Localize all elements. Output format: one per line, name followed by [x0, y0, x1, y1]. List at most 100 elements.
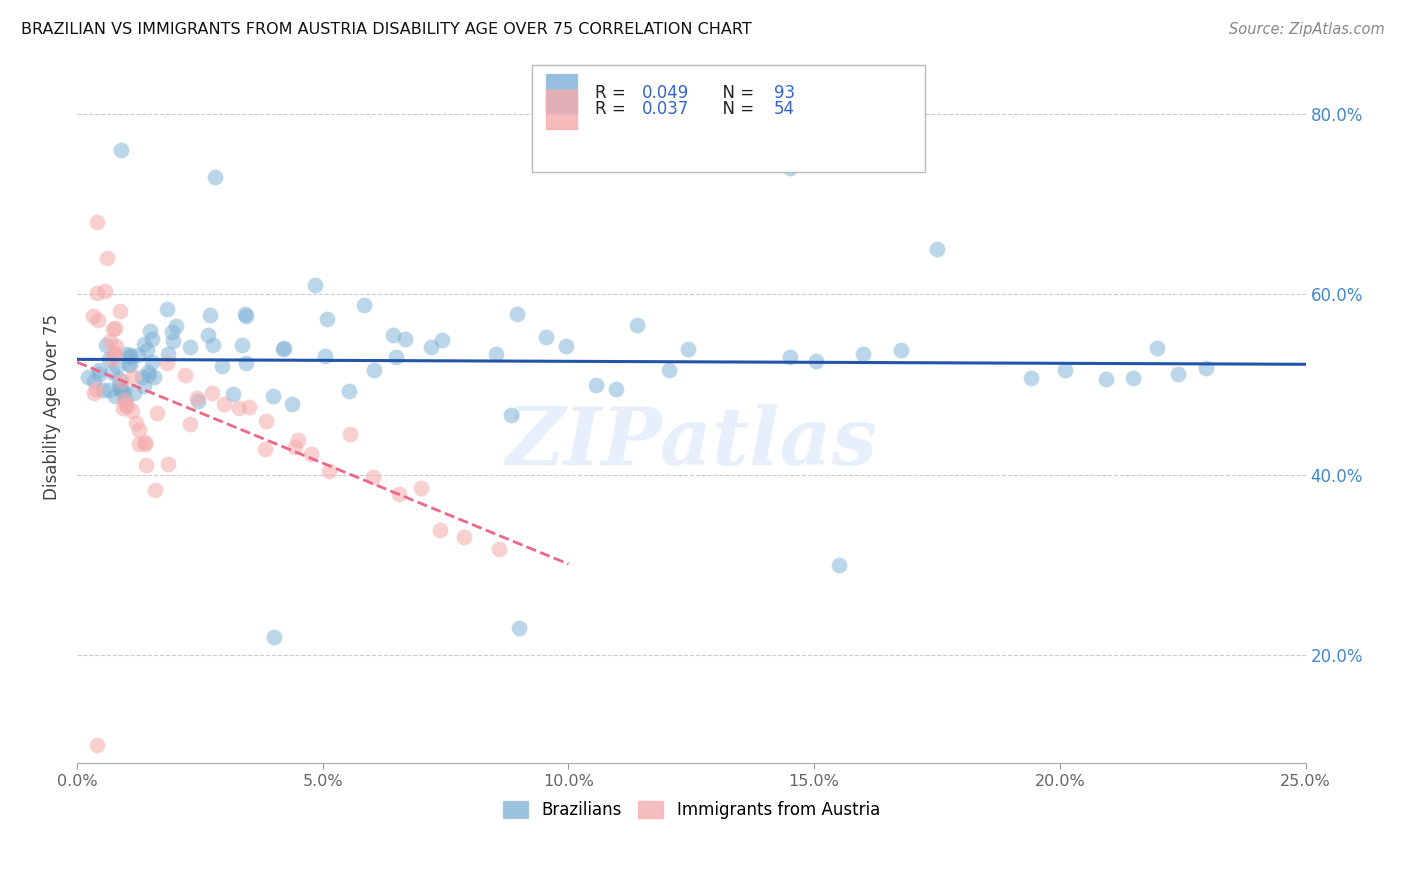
Point: [127, 348, 149, 362]
Point: [555, 339, 578, 353]
Point: [128, 437, 150, 451]
Point: [94, 338, 117, 352]
Point: [145, 406, 167, 420]
Point: [501, 408, 523, 422]
Text: N =: N =: [713, 101, 759, 119]
Point: [86, 215, 108, 229]
Point: [91, 383, 114, 397]
Point: [134, 435, 156, 450]
Point: [411, 481, 433, 495]
Point: [103, 345, 125, 359]
Point: [1095, 372, 1118, 386]
Point: [86, 285, 108, 300]
Point: [1167, 368, 1189, 382]
Point: [115, 347, 138, 361]
Text: 54: 54: [773, 101, 794, 119]
Point: [104, 389, 127, 403]
Point: [96, 251, 118, 265]
Point: [108, 372, 131, 386]
Point: [110, 375, 132, 389]
Bar: [547, 90, 576, 129]
Point: [353, 298, 375, 312]
Point: [1122, 371, 1144, 385]
Point: [284, 440, 307, 454]
Point: [238, 400, 260, 414]
Point: [253, 442, 276, 457]
Point: [157, 346, 180, 360]
Point: [779, 351, 801, 365]
Point: [676, 342, 699, 356]
Point: [110, 383, 132, 397]
Point: [394, 332, 416, 346]
Point: [432, 334, 454, 348]
Point: [108, 378, 131, 392]
Y-axis label: Disability Age Over 75: Disability Age Over 75: [44, 314, 60, 500]
Point: [131, 369, 153, 384]
Point: [141, 332, 163, 346]
Point: [186, 391, 208, 405]
Point: [263, 630, 285, 644]
Text: R =: R =: [596, 101, 631, 119]
Point: [83, 386, 105, 401]
Point: [420, 340, 443, 354]
Point: [156, 457, 179, 471]
Point: [89, 367, 111, 381]
Point: [828, 558, 851, 572]
Point: [132, 379, 155, 393]
Point: [125, 417, 148, 431]
Point: [115, 399, 138, 413]
Point: [337, 384, 360, 399]
Point: [165, 319, 187, 334]
FancyBboxPatch shape: [531, 65, 925, 172]
Text: 0.037: 0.037: [643, 101, 689, 119]
Point: [202, 338, 225, 352]
Point: [138, 324, 160, 338]
Point: [1146, 341, 1168, 355]
Point: [363, 363, 385, 377]
Point: [233, 307, 256, 321]
Point: [316, 312, 339, 326]
Point: [87, 313, 110, 327]
Point: [262, 388, 284, 402]
Text: Source: ZipAtlas.com: Source: ZipAtlas.com: [1229, 22, 1385, 37]
Text: N =: N =: [713, 85, 759, 103]
Point: [122, 370, 145, 384]
Point: [1195, 360, 1218, 375]
Point: [103, 348, 125, 362]
Point: [381, 327, 404, 342]
Point: [98, 383, 121, 397]
Point: [101, 365, 124, 379]
Point: [104, 321, 127, 335]
Point: [339, 427, 361, 442]
Point: [118, 357, 141, 371]
Point: [204, 169, 226, 184]
Point: [231, 337, 253, 351]
Point: [98, 351, 121, 366]
Point: [128, 423, 150, 437]
Point: [388, 487, 411, 501]
Point: [142, 370, 165, 384]
Point: [179, 417, 201, 431]
Point: [534, 330, 557, 344]
Text: ZIPatlas: ZIPatlas: [505, 404, 877, 482]
Point: [83, 374, 105, 388]
Point: [118, 348, 141, 362]
Point: [118, 350, 141, 364]
Point: [120, 358, 142, 372]
Point: [201, 386, 224, 401]
Point: [361, 470, 384, 484]
Point: [1019, 371, 1042, 385]
Point: [779, 161, 801, 175]
Point: [453, 530, 475, 544]
Point: [141, 355, 163, 369]
Point: [134, 437, 156, 451]
Point: [488, 542, 510, 557]
Point: [228, 401, 250, 416]
Point: [429, 523, 451, 537]
Point: [112, 393, 135, 408]
Point: [605, 382, 627, 396]
Point: [287, 434, 309, 448]
Point: [101, 352, 124, 367]
Point: [108, 382, 131, 396]
Legend: Brazilians, Immigrants from Austria: Brazilians, Immigrants from Austria: [496, 795, 886, 826]
